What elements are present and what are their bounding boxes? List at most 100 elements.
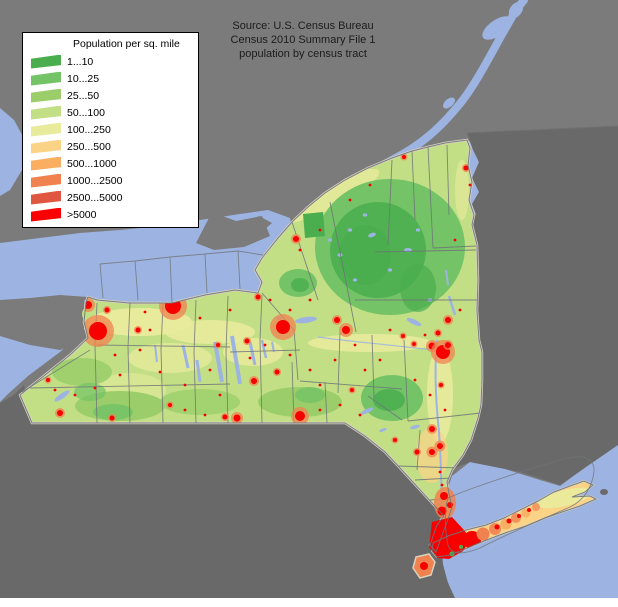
village-dot (348, 198, 352, 202)
city-hotspot (412, 342, 416, 346)
state-borders (19, 139, 598, 558)
canada-niagara-peninsula (0, 300, 88, 350)
legend-swatch (31, 173, 61, 188)
city-hotspot (435, 330, 441, 336)
village-dot (413, 378, 417, 382)
mohawk-river (317, 336, 433, 351)
city-hotspot (445, 317, 451, 323)
village-dot (218, 393, 222, 397)
village-dot (118, 373, 122, 377)
city-hotspot (445, 342, 451, 348)
city-hotspot (251, 378, 257, 384)
village-dots (53, 183, 472, 487)
legend-swatch (31, 88, 61, 103)
city-hotspot (89, 322, 107, 340)
village-dot (228, 308, 232, 312)
village-dot (358, 413, 362, 417)
canada-vermont-border (466, 125, 618, 134)
legend-item: 500...1000 (31, 155, 192, 172)
village-dot (288, 308, 292, 312)
legend-swatch (31, 207, 61, 222)
neighbor-states (0, 125, 618, 598)
legend-label: 1000...2500 (67, 174, 123, 187)
village-dot (308, 298, 312, 302)
legend-item: 25...50 (31, 87, 192, 104)
city-hotspot (46, 378, 50, 382)
village-dot (428, 393, 432, 397)
village-dot (183, 408, 187, 412)
village-dot (353, 343, 357, 347)
village-dot (338, 403, 342, 407)
legend-swatch (31, 190, 61, 205)
wolfe-island (238, 216, 272, 239)
city-hotspot (350, 388, 354, 392)
village-dot (93, 386, 97, 390)
pennsylvania-newjersey (0, 385, 455, 598)
source-line-1: Source: U.S. Census Bureau (232, 20, 374, 32)
block-island (600, 489, 608, 495)
legend-label: 500...1000 (67, 157, 117, 170)
city-hotspot (222, 414, 228, 420)
vermont-newengland (444, 126, 618, 485)
legend-label: >5000 (67, 208, 97, 221)
legend-label: 100...250 (67, 123, 111, 136)
city-hotspot (439, 383, 443, 387)
city-hotspot (293, 236, 299, 242)
village-dot (378, 358, 382, 362)
legend-label: 10...25 (67, 72, 100, 85)
legend-item: 100...250 (31, 121, 192, 138)
city-hotspot (295, 411, 305, 421)
city-hotspot (342, 326, 350, 334)
legend-swatch (31, 105, 61, 120)
village-dot (143, 310, 147, 314)
city-hotspot (437, 443, 443, 449)
st-lawrence-bulge (443, 97, 455, 109)
city-hotspot (463, 165, 469, 171)
village-dot (440, 483, 444, 487)
city-hotspot (429, 426, 435, 432)
city-hotspot (168, 403, 172, 407)
legend-item: 10...25 (31, 70, 192, 87)
bottom-margin-strip (0, 598, 618, 607)
city-hotspot (401, 334, 405, 338)
village-dot (443, 408, 447, 412)
village-dot (318, 408, 322, 412)
village-dot (363, 368, 367, 372)
legend-swatch (31, 71, 61, 86)
village-dot (148, 328, 152, 332)
source-line-2: Census 2010 Summary File 1 (230, 34, 376, 47)
thousand-islands-water2 (261, 233, 279, 247)
city-hotspot (104, 307, 110, 313)
city-hotspot (276, 320, 290, 334)
village-dot (468, 183, 472, 187)
legend-swatch (31, 54, 61, 69)
city-hotspot (244, 338, 250, 344)
st-lawrence-top (508, 1, 524, 19)
city-hotspot (216, 343, 220, 347)
city-hotspot (414, 449, 420, 455)
village-dot (458, 308, 462, 312)
city-hotspot (135, 327, 141, 333)
city-hotspot (57, 410, 63, 416)
village-dot (138, 348, 142, 352)
lake-ontario-west-tip (0, 108, 26, 196)
village-dot (198, 316, 202, 320)
village-dot (318, 383, 322, 387)
village-dot (298, 248, 302, 252)
county-lines (29, 144, 482, 501)
legend-swatch (31, 122, 61, 137)
village-dot (208, 368, 212, 372)
source-note: Source: U.S. Census Bureau Census 2010 S… (193, 19, 413, 61)
village-dot (73, 393, 77, 397)
village-dot (388, 328, 392, 332)
village-dot (368, 183, 372, 187)
city-hotspot (402, 155, 406, 159)
legend-swatch (31, 139, 61, 154)
city-hotspot (274, 369, 280, 375)
city-hotspot (255, 294, 261, 300)
legend-label: 50...100 (67, 106, 105, 119)
legend-item: 250...500 (31, 138, 192, 155)
legend-label: 250...500 (67, 140, 111, 153)
